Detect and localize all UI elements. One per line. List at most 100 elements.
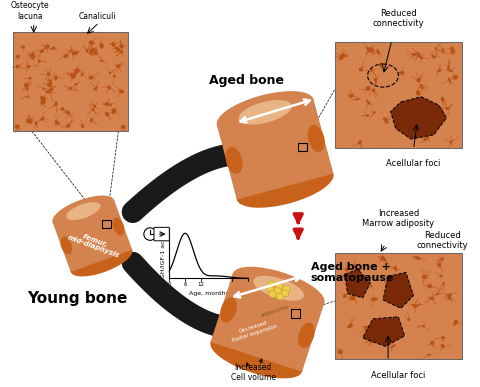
Text: 24: 24	[229, 282, 236, 287]
Ellipse shape	[367, 325, 370, 329]
Ellipse shape	[339, 55, 343, 60]
Text: Aged bone +
somatopause: Aged bone + somatopause	[311, 262, 394, 283]
Ellipse shape	[411, 106, 415, 109]
Ellipse shape	[119, 89, 124, 93]
Ellipse shape	[391, 344, 396, 348]
Ellipse shape	[441, 336, 444, 339]
Bar	[298, 143, 307, 151]
Ellipse shape	[348, 94, 354, 98]
Ellipse shape	[357, 289, 359, 291]
Ellipse shape	[376, 49, 380, 55]
Text: Acellular foci: Acellular foci	[371, 371, 425, 380]
Polygon shape	[391, 97, 446, 139]
Ellipse shape	[439, 275, 443, 278]
Ellipse shape	[226, 147, 242, 174]
Ellipse shape	[109, 104, 112, 106]
Ellipse shape	[367, 48, 372, 53]
Ellipse shape	[52, 195, 114, 227]
Ellipse shape	[453, 320, 458, 325]
Ellipse shape	[72, 51, 79, 55]
Text: 30: 30	[245, 282, 252, 287]
Ellipse shape	[66, 202, 100, 220]
Ellipse shape	[429, 297, 434, 300]
Ellipse shape	[408, 124, 412, 128]
Ellipse shape	[388, 332, 391, 335]
Ellipse shape	[116, 64, 121, 68]
Ellipse shape	[42, 98, 46, 104]
Text: Reduced
connectivity: Reduced connectivity	[372, 9, 424, 28]
Ellipse shape	[414, 256, 420, 260]
Ellipse shape	[30, 52, 35, 57]
Ellipse shape	[210, 336, 302, 378]
Ellipse shape	[283, 286, 290, 293]
Ellipse shape	[420, 122, 426, 127]
Ellipse shape	[427, 353, 430, 356]
Ellipse shape	[111, 108, 116, 114]
Ellipse shape	[450, 140, 453, 144]
Ellipse shape	[432, 55, 435, 59]
Ellipse shape	[344, 55, 348, 57]
Ellipse shape	[353, 265, 356, 269]
Ellipse shape	[416, 91, 420, 96]
Ellipse shape	[108, 86, 111, 89]
Text: Young bone: Young bone	[27, 291, 127, 306]
Ellipse shape	[40, 100, 45, 104]
Ellipse shape	[420, 121, 423, 125]
Text: Osteocyte
lacuna: Osteocyte lacuna	[11, 1, 49, 21]
Ellipse shape	[366, 114, 369, 117]
Text: Increased
Marrow adiposity: Increased Marrow adiposity	[362, 209, 434, 228]
Ellipse shape	[435, 47, 437, 50]
Ellipse shape	[40, 49, 45, 53]
Ellipse shape	[49, 79, 52, 86]
Ellipse shape	[99, 60, 104, 62]
Ellipse shape	[358, 140, 362, 145]
Ellipse shape	[74, 83, 78, 86]
Ellipse shape	[50, 46, 55, 50]
Ellipse shape	[45, 45, 50, 49]
Ellipse shape	[356, 98, 360, 101]
Ellipse shape	[426, 136, 429, 139]
Ellipse shape	[379, 63, 383, 67]
Ellipse shape	[276, 293, 284, 300]
Text: Aged bone: Aged bone	[209, 74, 284, 87]
Bar	[291, 309, 300, 318]
Ellipse shape	[47, 72, 50, 76]
Ellipse shape	[427, 103, 431, 106]
Ellipse shape	[116, 47, 120, 52]
Ellipse shape	[419, 56, 423, 59]
Bar	[335, 42, 462, 147]
Ellipse shape	[220, 297, 237, 323]
Ellipse shape	[42, 87, 45, 90]
Ellipse shape	[237, 166, 334, 208]
Text: Acellular foci: Acellular foci	[386, 159, 441, 168]
Ellipse shape	[373, 78, 377, 82]
Ellipse shape	[383, 117, 386, 120]
Ellipse shape	[442, 48, 444, 53]
Ellipse shape	[113, 217, 124, 235]
Ellipse shape	[369, 339, 375, 343]
FancyBboxPatch shape	[154, 227, 169, 241]
Ellipse shape	[105, 112, 109, 116]
Text: Decreased
Radial expansion: Decreased Radial expansion	[230, 318, 278, 342]
Ellipse shape	[441, 97, 444, 102]
Ellipse shape	[366, 336, 371, 340]
Ellipse shape	[63, 54, 68, 58]
Ellipse shape	[371, 48, 374, 51]
Ellipse shape	[281, 290, 289, 297]
Ellipse shape	[48, 87, 53, 92]
Polygon shape	[211, 273, 324, 372]
Ellipse shape	[60, 236, 72, 254]
Ellipse shape	[450, 46, 454, 53]
Ellipse shape	[81, 73, 84, 76]
Ellipse shape	[444, 107, 450, 110]
Ellipse shape	[26, 118, 33, 123]
Ellipse shape	[385, 284, 388, 289]
Ellipse shape	[120, 50, 123, 54]
Ellipse shape	[351, 295, 356, 300]
Ellipse shape	[447, 293, 452, 296]
Ellipse shape	[440, 108, 443, 111]
Ellipse shape	[89, 48, 96, 51]
Ellipse shape	[345, 268, 348, 271]
Ellipse shape	[45, 91, 51, 94]
Ellipse shape	[28, 76, 32, 80]
